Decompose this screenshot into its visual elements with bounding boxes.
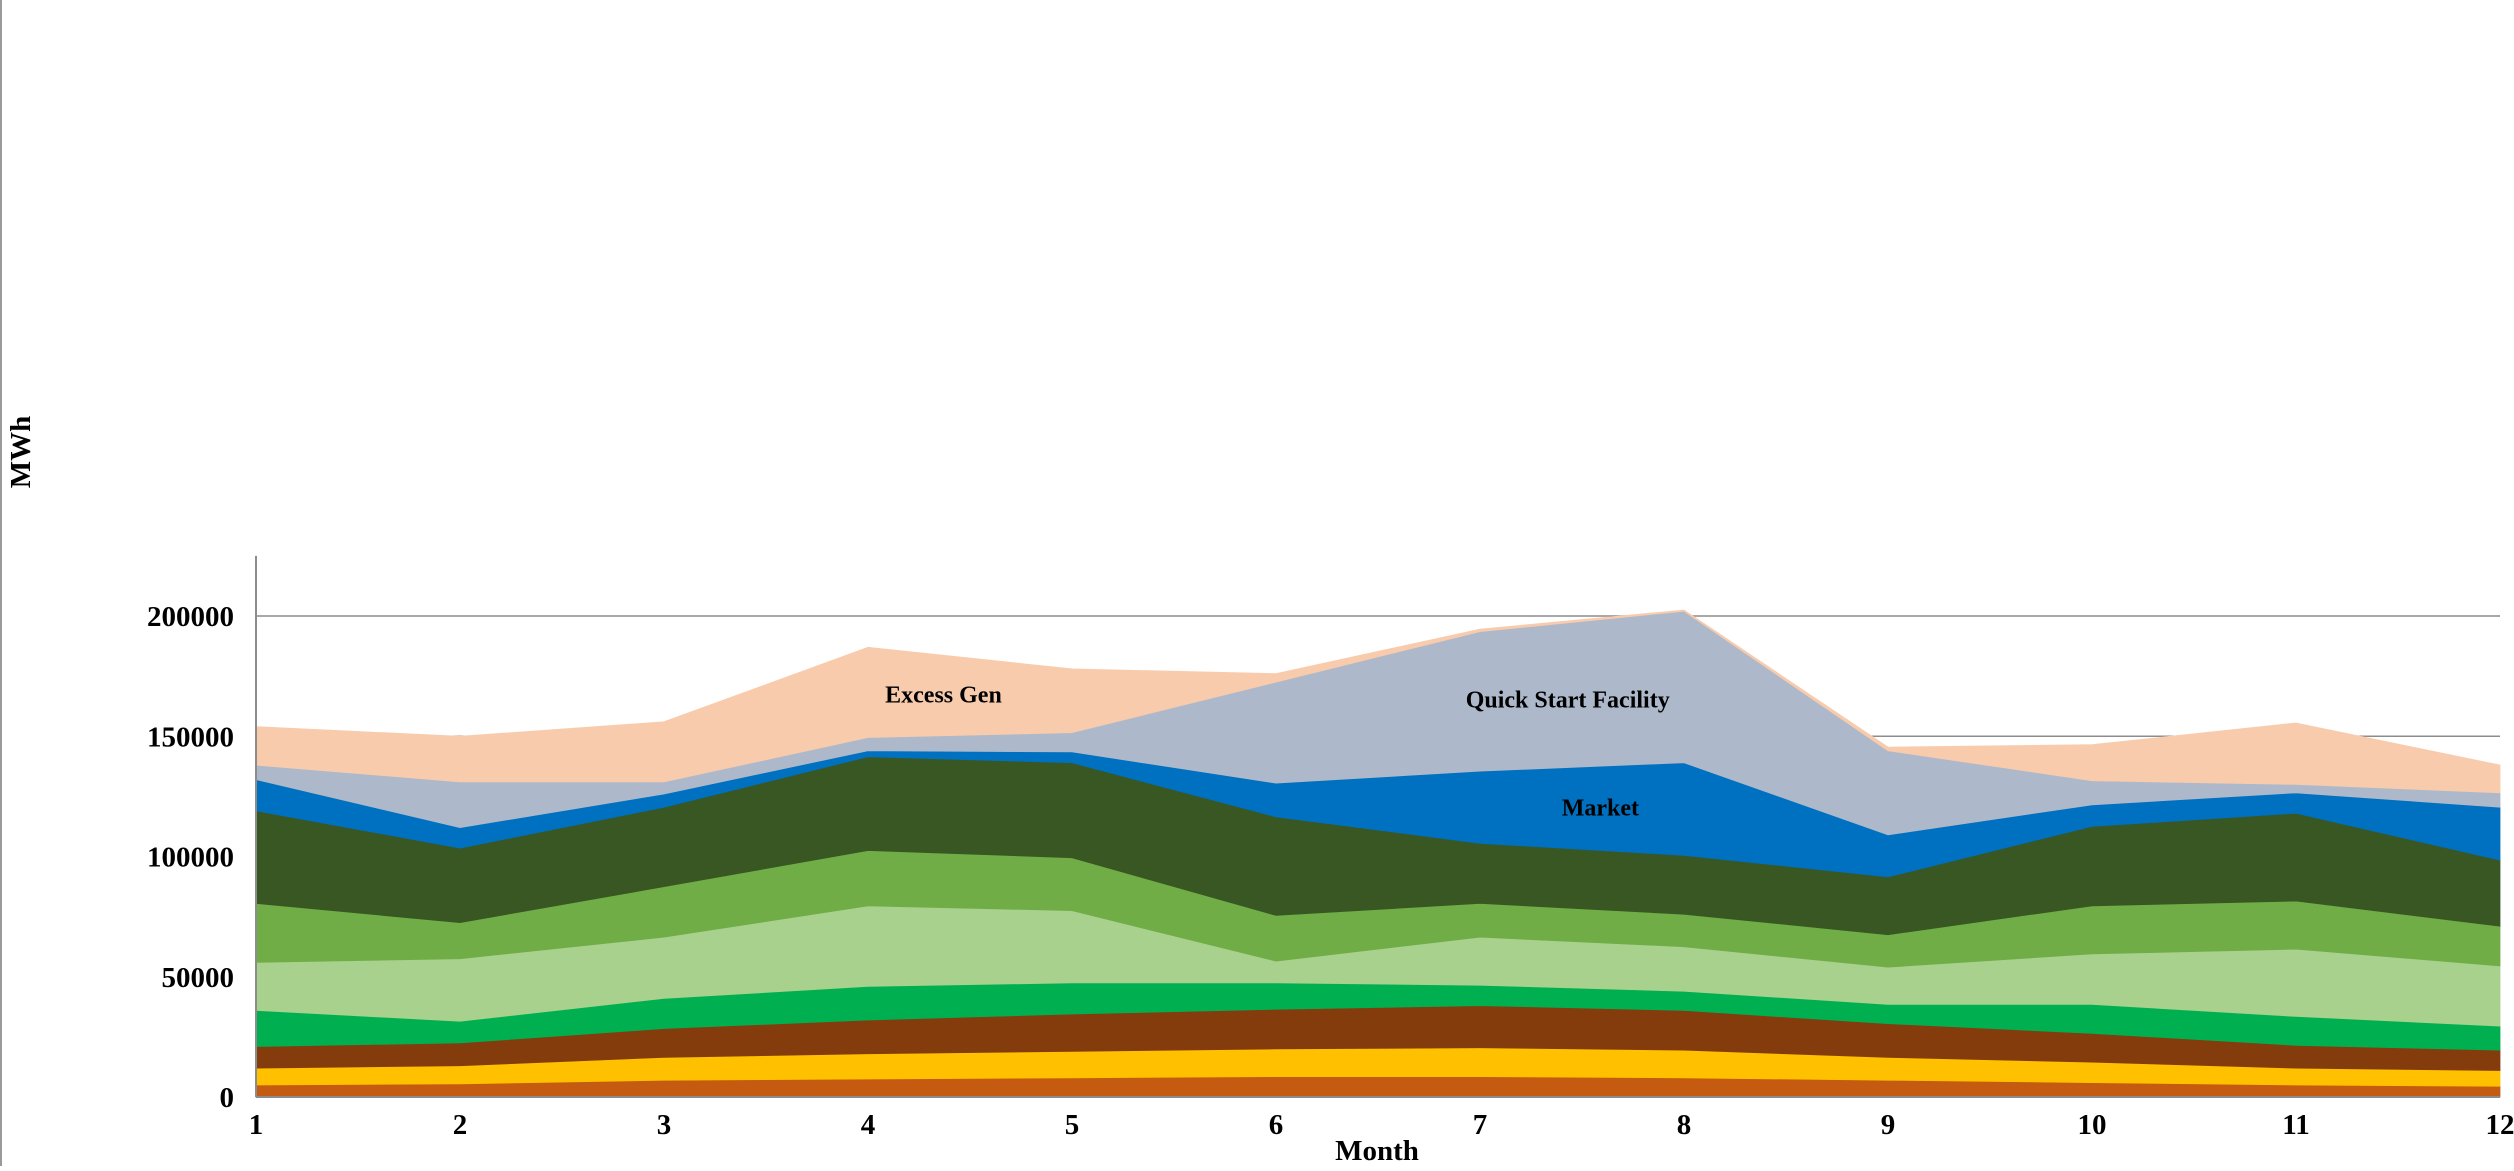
y-tick-label-2: 100000 [147,842,234,874]
y-tick-label-4: 200000 [147,601,234,633]
x-tick-label-7: 7 [1473,1109,1488,1141]
annotation-market: Market [1562,796,1639,822]
x-tick-label-10: 10 [2078,1109,2107,1141]
x-tick-label-6: 6 [1269,1109,1284,1141]
y-tick-label-0: 0 [220,1082,235,1114]
x-tick-label-8: 8 [1677,1109,1692,1141]
x-tick-label-12: 12 [2486,1109,2514,1141]
annotation-excess-gen: Excess Gen [885,683,1002,709]
y-tick-label-1: 50000 [162,962,235,994]
x-tick-label-4: 4 [861,1109,876,1141]
y-axis-title: MWh [5,416,37,489]
x-tick-label-2: 2 [453,1109,468,1141]
y-tick-labels: 0 50000 100000 150000 200000 [147,601,234,1114]
x-axis-title: Month [1335,1135,1419,1166]
annotation-quick-start-facility: Quick Start Facility [1466,687,1670,713]
y-tick-label-3: 150000 [147,721,234,753]
x-tick-label-9: 9 [1881,1109,1896,1141]
x-tick-label-5: 5 [1065,1109,1080,1141]
x-tick-label-11: 11 [2282,1109,2309,1141]
area-series-group [256,610,2500,1097]
x-tick-label-1: 1 [249,1109,264,1141]
x-tick-label-3: 3 [657,1109,672,1141]
